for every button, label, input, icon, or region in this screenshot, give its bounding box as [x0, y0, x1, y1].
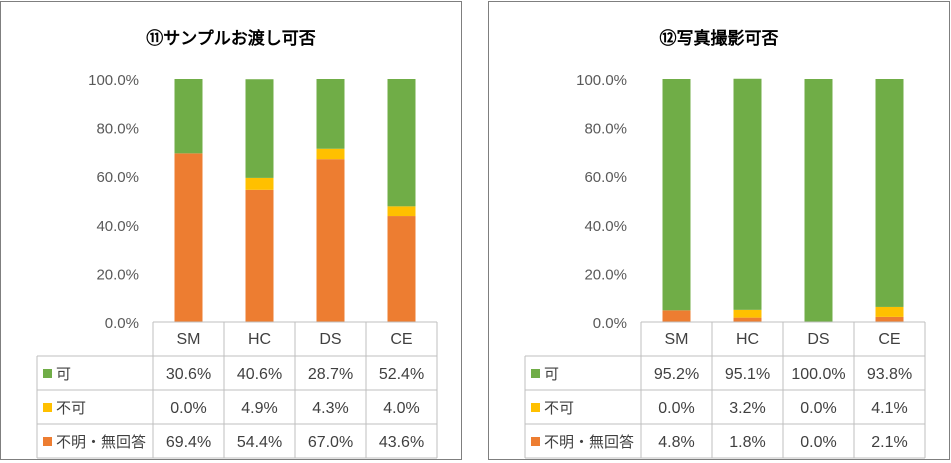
bar-segment	[316, 79, 345, 149]
bar-segment	[245, 79, 274, 178]
bar-segment	[662, 310, 691, 322]
legend-swatch	[531, 403, 540, 412]
legend-swatch	[43, 437, 52, 446]
chart-title: ⑫写真撮影可否	[659, 29, 779, 49]
bar-segment	[174, 79, 203, 154]
bar-segment	[875, 306, 904, 317]
y-tick-label: 0.0%	[593, 315, 627, 332]
y-tick-label: 0.0%	[105, 315, 139, 332]
data-label: 4.3%	[312, 400, 348, 417]
y-tick-label: 60.0%	[584, 169, 627, 186]
y-tick-label: 100.0%	[88, 72, 139, 89]
series-name: 不可	[544, 400, 574, 417]
bar-segment	[804, 79, 833, 322]
bar-segment	[245, 177, 274, 190]
chart-panel-sample-handover: ⑪サンプルお渡し可否 0.0% 20.0% 40.0% 60.0% 80.0% 100.0…	[0, 1, 462, 460]
category-label: HC	[248, 331, 271, 348]
bar-segment	[387, 79, 416, 207]
data-label: 4.1%	[871, 400, 907, 417]
bar-segment	[387, 206, 416, 217]
bar-segment	[245, 189, 274, 322]
data-label: 40.6%	[237, 366, 282, 383]
data-label: 2.1%	[871, 434, 907, 451]
data-label: 52.4%	[379, 366, 424, 383]
category-label: CE	[390, 331, 412, 348]
bar-segment	[316, 148, 345, 160]
chart-svg: 0.0% 20.0% 40.0% 60.0% 80.0% 100.0% SM HC DS CE 可 9…	[524, 72, 926, 459]
data-label: 4.8%	[658, 434, 694, 451]
data-label: 0.0%	[800, 400, 836, 417]
y-tick-label: 100.0%	[576, 72, 627, 89]
category-label: CE	[878, 331, 900, 348]
data-label: 3.2%	[729, 400, 765, 417]
category-label: SM	[665, 331, 689, 348]
legend-swatch	[531, 437, 540, 446]
data-label: 1.8%	[729, 434, 765, 451]
data-label: 95.1%	[725, 366, 770, 383]
data-label: 4.9%	[241, 400, 277, 417]
series-name: 可	[56, 366, 71, 383]
y-tick-label: 80.0%	[584, 121, 627, 138]
category-label: DS	[807, 331, 829, 348]
data-label: 30.6%	[166, 366, 211, 383]
y-tick-label: 20.0%	[96, 266, 139, 283]
y-tick-label: 40.0%	[584, 218, 627, 235]
series-name: 不明・無回答	[544, 434, 634, 451]
bar-segment	[733, 309, 762, 318]
data-label: 54.4%	[237, 434, 282, 451]
data-label: 0.0%	[170, 400, 206, 417]
bar-segment	[733, 317, 762, 322]
bar-segment	[174, 153, 203, 322]
chart-title: ⑪サンプルお渡し可否	[146, 29, 316, 49]
category-label: SM	[177, 331, 201, 348]
y-tick-label: 20.0%	[584, 266, 627, 283]
series-name: 不可	[56, 400, 86, 417]
data-label: 0.0%	[800, 434, 836, 451]
data-label: 28.7%	[308, 366, 353, 383]
legend-swatch	[531, 369, 540, 378]
data-label: 0.0%	[658, 400, 694, 417]
data-label: 43.6%	[379, 434, 424, 451]
bar-segment	[733, 78, 762, 310]
bar-segment	[387, 216, 416, 322]
y-tick-label: 60.0%	[96, 169, 139, 186]
data-label: 100.0%	[791, 366, 845, 383]
category-label: HC	[736, 331, 759, 348]
series-name: 不明・無回答	[56, 434, 146, 451]
chart-panel-photo-permission: ⑫写真撮影可否 0.0% 20.0% 40.0% 60.0% 80.0% 100.0% SM…	[488, 1, 950, 460]
data-label: 69.4%	[166, 434, 211, 451]
legend-swatch	[43, 369, 52, 378]
data-label: 93.8%	[867, 366, 912, 383]
data-label: 67.0%	[308, 434, 353, 451]
bar-segment	[662, 79, 691, 311]
bar-segment	[316, 159, 345, 322]
data-label: 4.0%	[383, 400, 419, 417]
legend-swatch	[43, 403, 52, 412]
data-label: 95.2%	[654, 366, 699, 383]
bar-segment	[875, 316, 904, 322]
category-label: DS	[319, 331, 341, 348]
y-tick-label: 40.0%	[96, 218, 139, 235]
chart-svg: 0.0% 20.0% 40.0% 60.0% 80.0% 100.0% SM HC DS CE 可 3…	[36, 72, 438, 459]
bar-segment	[875, 79, 904, 307]
y-tick-label: 80.0%	[96, 121, 139, 138]
series-name: 可	[544, 366, 559, 383]
